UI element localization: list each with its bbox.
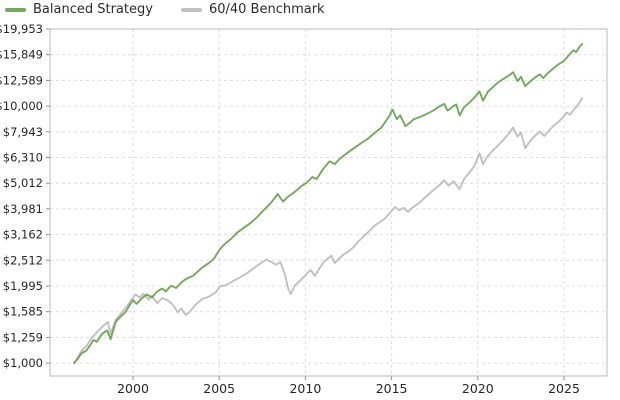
y-tick-label: $1,259 [3, 330, 43, 344]
x-tick-label: 2010 [289, 381, 321, 396]
y-tick-label: $2,512 [3, 253, 43, 267]
y-tick-label: $15,849 [0, 48, 43, 62]
series-line-60-40-benchmark [73, 97, 584, 365]
x-tick-label: 2015 [376, 381, 408, 396]
chart-legend: Balanced Strategy 60/40 Benchmark [5, 2, 325, 18]
y-tick-label: $6,310 [3, 150, 43, 164]
legend-label-benchmark: 60/40 Benchmark [208, 2, 325, 17]
series-line-balanced-strategy [73, 43, 584, 365]
x-tick-label: 2005 [203, 381, 235, 396]
legend-item-benchmark: 60/40 Benchmark [180, 2, 325, 18]
y-tick-label: $1,995 [3, 279, 43, 293]
legend-swatch-benchmark-icon [180, 8, 202, 12]
legend-swatch-balanced-strategy-icon [5, 8, 26, 12]
y-tick-label: $7,943 [3, 125, 43, 139]
y-tick-label: $1,585 [3, 305, 43, 319]
y-tick-label: $12,589 [0, 73, 43, 87]
y-tick-label: $5,012 [3, 176, 43, 190]
legend-item-balanced-strategy: Balanced Strategy [5, 2, 153, 18]
y-tick-label: $1,000 [3, 356, 43, 370]
x-tick-label: 2025 [548, 381, 580, 396]
y-tick-label: $19,953 [0, 22, 43, 36]
y-tick-label: $3,981 [3, 202, 43, 216]
plot-border [49, 28, 608, 377]
x-tick-label: 2020 [462, 381, 494, 396]
legend-label-balanced-strategy: Balanced Strategy [33, 2, 153, 17]
y-tick-label: $3,162 [3, 228, 43, 242]
y-tick-label: $10,000 [0, 99, 43, 113]
x-tick-label: 2000 [117, 381, 149, 396]
